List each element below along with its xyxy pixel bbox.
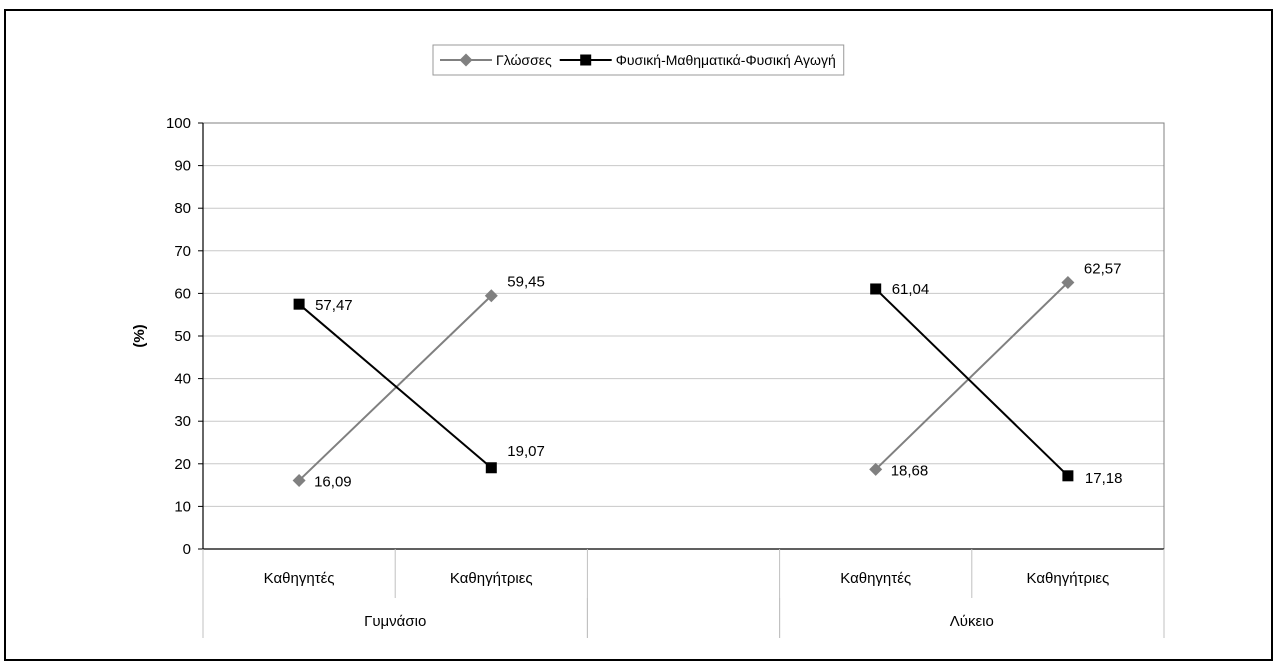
series-line xyxy=(875,281,1069,471)
legend-label: Φυσική-Μαθηματικά-Φυσική Αγωγή xyxy=(616,52,836,68)
y-tick-label: 100 xyxy=(166,115,191,132)
y-tick-label: 40 xyxy=(174,371,191,388)
data-point xyxy=(870,283,882,295)
y-tick-label: 70 xyxy=(174,243,191,260)
data-label: 59,45 xyxy=(507,274,545,291)
data-labels: 16,09 59,45 18,68 62,57 57,47 19,07 61,04 17,18 xyxy=(314,260,1122,490)
data-point xyxy=(293,298,305,310)
data-label: 62,57 xyxy=(1084,260,1122,277)
group-label: Λύκειο xyxy=(950,613,994,630)
series-line xyxy=(875,288,1069,477)
y-tick-label: 90 xyxy=(174,158,191,175)
legend: Γλώσσες Φυσική-Μαθηματικά-Φυσική Αγωγή xyxy=(432,44,845,76)
data-label: 19,07 xyxy=(507,443,545,460)
group-label: Γυμνάσιο xyxy=(364,613,426,630)
chart-frame xyxy=(4,9,1273,661)
data-label: 17,18 xyxy=(1085,470,1123,487)
category-label: Καθηγήτριες xyxy=(1027,570,1110,587)
x-axis-categories: Καθηγητές Καθηγήτριες Καθηγητές Καθηγήτριες… xyxy=(202,549,1165,638)
data-point xyxy=(485,462,497,474)
legend-label: Γλώσσες xyxy=(496,52,552,68)
series-line xyxy=(298,295,492,482)
y-tick-label: 10 xyxy=(174,498,191,515)
data-point xyxy=(1062,470,1074,482)
y-tick-label: 30 xyxy=(174,413,191,430)
y-tick-label: 20 xyxy=(174,456,191,473)
data-label: 61,04 xyxy=(892,281,930,298)
data-label: 16,09 xyxy=(314,473,352,490)
y-tick-label: 80 xyxy=(174,200,191,217)
y-tick-label: 0 xyxy=(183,541,191,558)
data-point xyxy=(869,462,883,476)
data-point xyxy=(292,473,306,487)
data-point xyxy=(484,289,498,303)
data-label: 18,68 xyxy=(891,462,929,479)
data-point xyxy=(1061,275,1075,289)
y-tick-label: 60 xyxy=(174,285,191,302)
category-label: Καθηγήτριες xyxy=(450,570,533,587)
legend-box xyxy=(432,44,845,76)
grid xyxy=(203,165,1164,507)
category-label: Καθηγητές xyxy=(264,570,335,587)
legend-marker xyxy=(459,53,473,67)
series-line xyxy=(298,303,492,469)
data-label: 57,47 xyxy=(315,297,353,314)
y-tick-label: 50 xyxy=(174,328,191,345)
series xyxy=(292,275,1075,487)
legend-marker xyxy=(580,54,592,66)
y-axis-label: (%) xyxy=(131,324,148,347)
y-axis-ticks: 0 10 20 30 40 50 60 70 80 90 100 xyxy=(166,115,203,558)
category-label: Καθηγητές xyxy=(840,570,911,587)
